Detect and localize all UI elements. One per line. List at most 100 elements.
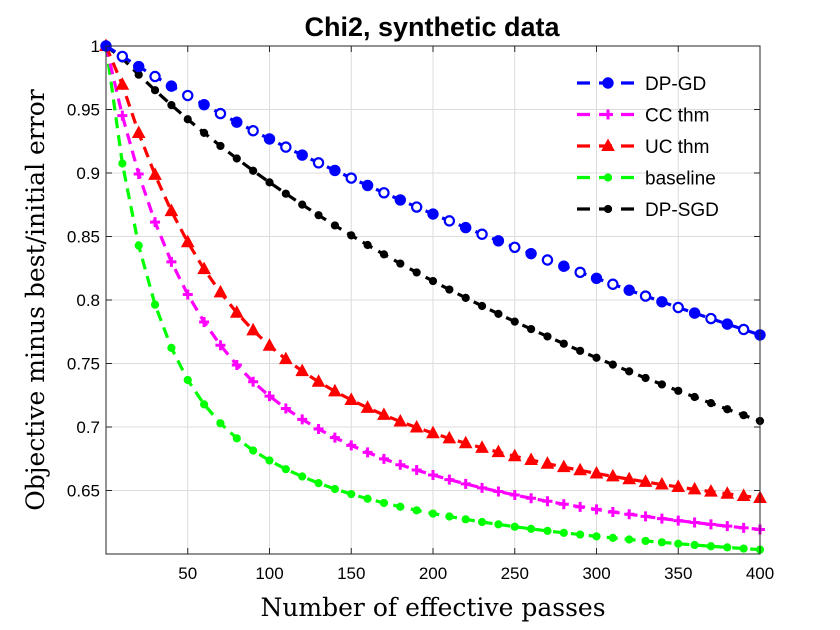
data-point-baseline <box>445 512 454 521</box>
data-point-dp-sgd <box>674 386 683 395</box>
data-point-dp-sgd <box>690 392 699 402</box>
data-point-uc-thm <box>328 383 342 397</box>
data-point-dp-sgd <box>445 285 454 294</box>
marker-shape <box>229 305 244 318</box>
data-point-dp-sgd <box>232 154 241 163</box>
marker-shape <box>524 452 538 466</box>
x-axis-label: Number of effective passes <box>260 593 605 622</box>
data-point-uc-thm <box>279 351 293 365</box>
data-point-dp-sgd <box>150 86 160 95</box>
legend-entry-baseline: baseline <box>577 169 716 190</box>
data-point-dp-gd <box>116 50 129 63</box>
y-tick-label: 0.95 <box>67 101 100 120</box>
marker-shape <box>216 141 225 151</box>
data-point-baseline <box>330 484 339 494</box>
marker-shape <box>213 284 228 298</box>
data-point-cc-thm <box>117 110 128 121</box>
marker-shape <box>231 116 243 128</box>
data-point-cc-thm <box>166 256 177 267</box>
data-point-baseline <box>347 489 356 499</box>
data-point-cc-thm <box>460 478 471 489</box>
data-point-baseline <box>428 509 438 518</box>
series-dp-gd <box>100 40 766 341</box>
marker-shape <box>507 448 522 462</box>
marker-shape <box>247 125 259 137</box>
marker-shape <box>363 494 372 503</box>
marker-shape <box>589 465 604 479</box>
data-point-uc-thm <box>589 465 604 479</box>
marker-shape <box>689 517 700 528</box>
marker-shape <box>215 340 226 351</box>
data-point-baseline <box>477 517 487 527</box>
data-point-uc-thm <box>246 322 260 336</box>
marker-shape <box>736 488 751 501</box>
marker-shape <box>182 89 194 102</box>
data-point-dp-sgd <box>657 380 667 389</box>
marker-shape <box>737 323 750 336</box>
marker-shape <box>246 322 260 336</box>
data-point-baseline <box>216 419 225 428</box>
data-point-cc-thm <box>656 513 667 524</box>
marker-shape <box>623 284 635 296</box>
data-point-uc-thm <box>213 284 228 298</box>
data-point-dp-gd <box>182 89 194 102</box>
marker-shape <box>281 189 290 198</box>
marker-shape <box>118 159 127 168</box>
marker-shape <box>165 80 178 92</box>
data-point-dp-gd <box>688 307 701 319</box>
marker-shape <box>671 479 686 492</box>
legend-label: baseline <box>645 169 716 190</box>
data-point-cc-thm <box>722 521 733 532</box>
data-point-baseline <box>379 498 389 508</box>
legend-entry-uc-thm: UC thm <box>577 137 709 158</box>
data-point-dp-sgd <box>216 141 225 151</box>
marker-shape <box>608 360 617 369</box>
legend-marker <box>602 77 614 89</box>
data-point-uc-thm <box>393 413 408 427</box>
data-point-uc-thm <box>655 476 669 490</box>
data-point-dp-gd <box>574 266 586 279</box>
marker-shape <box>412 268 421 277</box>
marker-shape <box>280 403 291 414</box>
marker-shape <box>393 413 408 427</box>
marker-shape <box>378 187 390 199</box>
data-point-cc-thm <box>182 289 193 300</box>
marker-shape <box>232 154 241 163</box>
data-point-dp-sgd <box>281 189 290 198</box>
marker-shape <box>199 316 210 327</box>
marker-shape <box>167 100 176 110</box>
data-point-dp-gd <box>737 323 750 336</box>
marker-shape <box>656 513 667 524</box>
marker-shape <box>739 544 748 553</box>
legend-marker <box>603 173 613 182</box>
data-point-uc-thm <box>115 77 130 90</box>
marker-shape <box>329 164 341 177</box>
marker-shape <box>491 444 506 458</box>
marker-shape <box>509 489 520 500</box>
data-point-dp-gd <box>296 149 308 161</box>
data-point-uc-thm <box>262 338 277 351</box>
marker-shape <box>117 110 128 121</box>
data-point-uc-thm <box>671 479 686 492</box>
data-point-cc-thm <box>280 403 291 414</box>
data-point-dp-gd <box>198 98 210 111</box>
data-point-uc-thm <box>524 452 538 466</box>
marker-shape <box>313 424 324 435</box>
marker-shape <box>216 419 225 428</box>
marker-shape <box>249 446 258 455</box>
x-tick-label: 250 <box>501 564 529 583</box>
data-point-dp-gd <box>639 290 652 302</box>
data-point-cc-thm <box>624 509 635 520</box>
data-point-dp-sgd <box>739 411 748 420</box>
data-point-cc-thm <box>673 515 684 526</box>
marker-shape <box>396 259 405 268</box>
data-point-uc-thm <box>475 440 489 453</box>
data-point-baseline <box>674 539 683 548</box>
data-point-dp-gd <box>312 157 325 169</box>
marker-shape <box>476 228 488 240</box>
marker-shape <box>281 465 290 474</box>
data-point-uc-thm <box>638 474 653 487</box>
marker-shape <box>688 307 701 319</box>
marker-shape <box>445 512 454 521</box>
